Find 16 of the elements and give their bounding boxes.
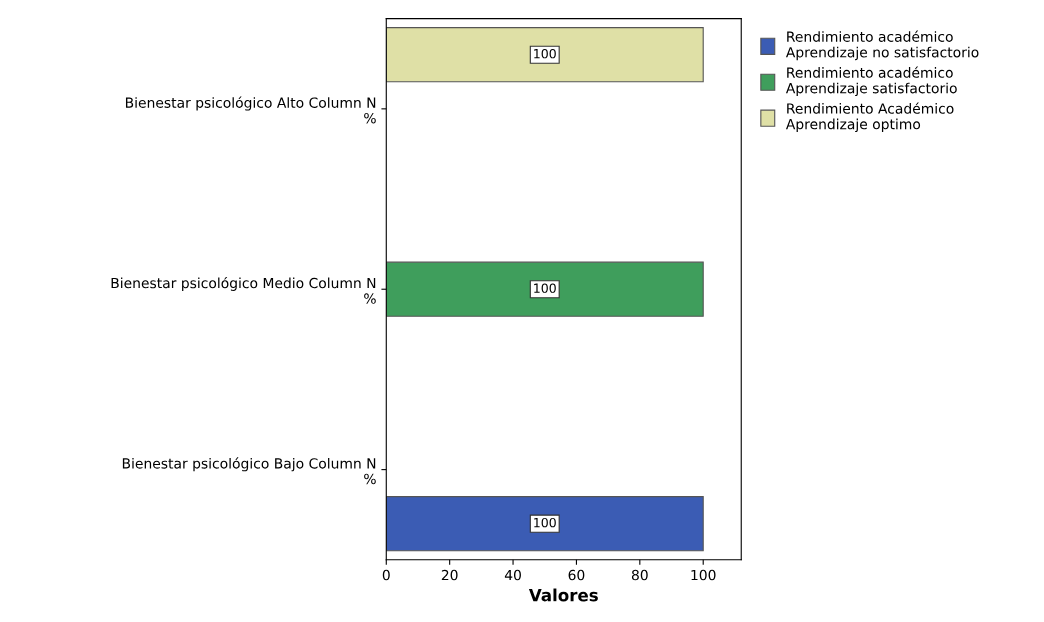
x-tick-label: 40 <box>504 569 521 581</box>
data-label: 100 <box>534 517 556 528</box>
legend-label: Rendimiento académico Aprendizaje satisfactorio <box>785 66 957 97</box>
y-tick-label: Bienestar psicológico Alto Column N % <box>125 96 376 124</box>
y-tick-label: Bienestar psicológico Bajo Column N % <box>122 457 376 485</box>
data-label: 100 <box>534 48 556 59</box>
legend-label: Rendimiento Académico Aprendizaje optimo <box>785 102 954 133</box>
y-tick-label: Bienestar psicológico Medio Column N % <box>111 276 376 304</box>
x-tick-label: 80 <box>631 569 648 581</box>
x-tick-label: 60 <box>568 569 585 581</box>
x-tick-label: 20 <box>441 569 458 581</box>
data-label: 100 <box>534 283 556 293</box>
x-axis-title: Valores <box>528 588 598 602</box>
legend-label: Rendimiento académico Aprendizaje no satisfactorio <box>785 30 979 61</box>
x-tick-label: 100 <box>691 569 716 581</box>
x-tick-label: 0 <box>382 569 390 581</box>
